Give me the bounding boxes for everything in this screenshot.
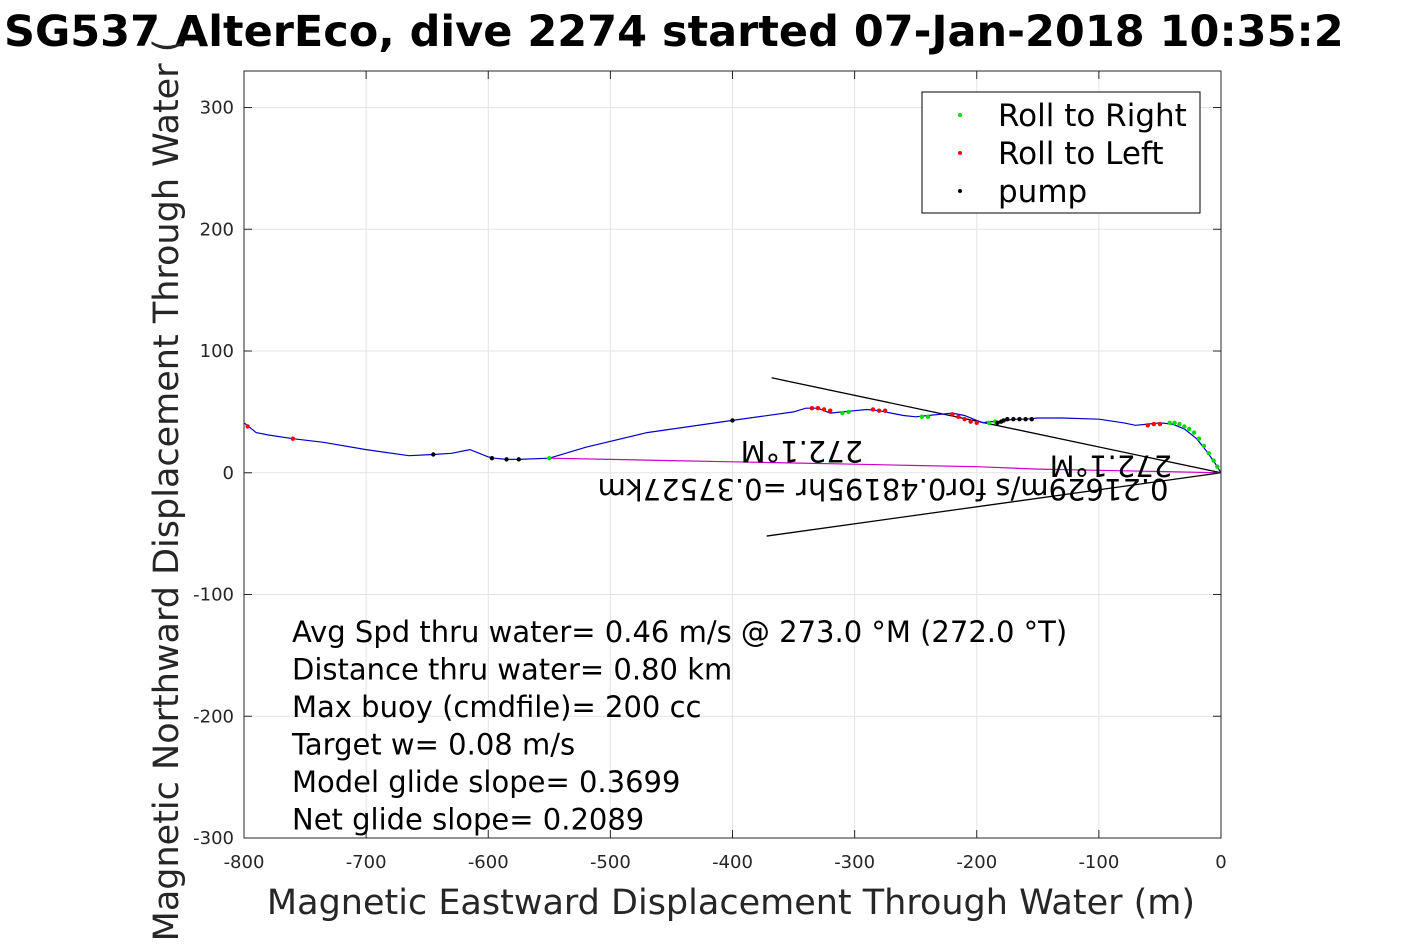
x-tick-label: -200 — [956, 852, 997, 873]
x-axis-label: Magnetic Eastward Displacement Through W… — [267, 883, 1195, 923]
legend-label: pump — [998, 174, 1087, 210]
legend-marker — [958, 151, 962, 155]
ticks: -800 -700 -600 -500 -400 -300 -200 -100 0 -300 -20… — [193, 71, 1227, 873]
pump-point — [730, 418, 735, 423]
roll-right-point — [1206, 451, 1211, 456]
roll-right-point — [840, 410, 845, 416]
roll-left-point — [1157, 421, 1163, 427]
x-tick-label: 0 — [1215, 852, 1226, 873]
roll-left-point — [828, 408, 833, 413]
y-tick-label: 200 — [200, 219, 234, 240]
pump-point — [1005, 416, 1010, 422]
y-tick-label: -300 — [193, 828, 234, 849]
legend-marker — [958, 189, 962, 193]
x-tick-label: -500 — [590, 852, 631, 873]
y-tick-label: 100 — [200, 341, 234, 362]
roll-right-point — [1191, 430, 1197, 435]
roll-left-point — [962, 416, 967, 422]
pump-point — [504, 457, 509, 462]
pump-point — [1017, 416, 1022, 422]
roll-left-point — [245, 424, 250, 429]
pump-point — [489, 455, 495, 461]
roll-left-point — [974, 420, 979, 426]
roll-left-point — [870, 407, 876, 412]
pump-point — [998, 419, 1004, 424]
roll-left-point — [815, 406, 821, 411]
x-tick-label: -800 — [224, 852, 265, 873]
x-tick-label: -600 — [468, 852, 509, 873]
roll-right-point — [1167, 420, 1172, 426]
y-tick-label: 300 — [200, 98, 234, 119]
roll-left-point — [950, 412, 955, 417]
stats-line: Avg Spd thru water= 0.46 m/s @ 273.0 °M … — [292, 615, 1067, 649]
roll-left-point — [956, 414, 961, 419]
stats-text-block: Avg Spd thru water= 0.46 m/s @ 273.0 °M … — [291, 615, 1067, 837]
roll-left-point — [809, 406, 815, 411]
roll-left-point — [882, 408, 888, 413]
roll-right-point — [1211, 458, 1216, 463]
roll-left-point — [1151, 421, 1157, 427]
roll-right-point — [1196, 436, 1202, 441]
net-displacement-line — [549, 457, 1222, 474]
roll-left-point — [821, 407, 827, 412]
roll-right-point — [1172, 420, 1177, 426]
annotation-layer: 272.1°M0.21629m/s for0.48195hr =0.37527k… — [598, 434, 1173, 506]
roll-right-point — [1177, 421, 1182, 427]
x-tick-label: -300 — [834, 852, 875, 873]
stats-line: Target w= 0.08 m/s — [291, 728, 575, 762]
pump-point — [1011, 416, 1016, 422]
stats-line: Distance thru water= 0.80 km — [292, 653, 732, 687]
stats-line: Max buoy (cmdfile)= 200 cc — [292, 690, 701, 724]
heading-guide-line — [766, 472, 1222, 537]
heading-guide-line — [771, 377, 1222, 474]
pump-point — [431, 452, 436, 457]
pump-point — [995, 420, 1000, 426]
heading-annotation: 272.1°M — [1050, 449, 1173, 483]
x-tick-label: -100 — [1078, 852, 1119, 873]
legend-box — [921, 91, 1201, 214]
roll-right-point — [846, 409, 851, 415]
y-tick-label: 0 — [223, 463, 234, 484]
legend-label: Roll to Left — [998, 136, 1164, 172]
pump-point — [516, 457, 521, 462]
stats-line: Model glide slope= 0.3699 — [292, 765, 680, 799]
roll-left-point — [290, 436, 296, 441]
roll-right-point — [1215, 464, 1220, 469]
x-tick-label: -400 — [712, 852, 753, 873]
pump-point — [1029, 416, 1034, 422]
x-tick-label: -700 — [346, 852, 387, 873]
roll-left-point — [968, 419, 973, 424]
y-axis-label: Magnetic Northward Displacement Through … — [147, 39, 187, 942]
roll-left-point — [1145, 423, 1150, 428]
roll-left-point — [876, 408, 882, 413]
roll-right-point — [547, 455, 552, 461]
y-tick-label: -100 — [193, 585, 234, 606]
legend-marker — [958, 113, 962, 117]
roll-right-point — [925, 414, 931, 419]
pump-point — [1023, 416, 1028, 422]
stats-line: Net glide slope= 0.2089 — [292, 803, 644, 837]
chart-title: SG537 AlterEco, dive 2274 started 07-Jan… — [4, 7, 1344, 57]
roll-right-point — [919, 414, 924, 419]
roll-right-point — [1201, 443, 1207, 449]
roll-right-point — [986, 420, 992, 426]
data-layer — [243, 377, 1222, 537]
y-tick-label: -200 — [193, 706, 234, 727]
roll-right-point — [1187, 426, 1192, 432]
track-series-line — [243, 407, 1222, 474]
legend-label: Roll to Right — [998, 98, 1187, 134]
heading-annotation: 272.1°M — [741, 434, 864, 468]
roll-right-point — [1182, 424, 1187, 429]
heading-annotation: 0.21629m/s for0.48195hr =0.37527km — [598, 472, 1169, 506]
